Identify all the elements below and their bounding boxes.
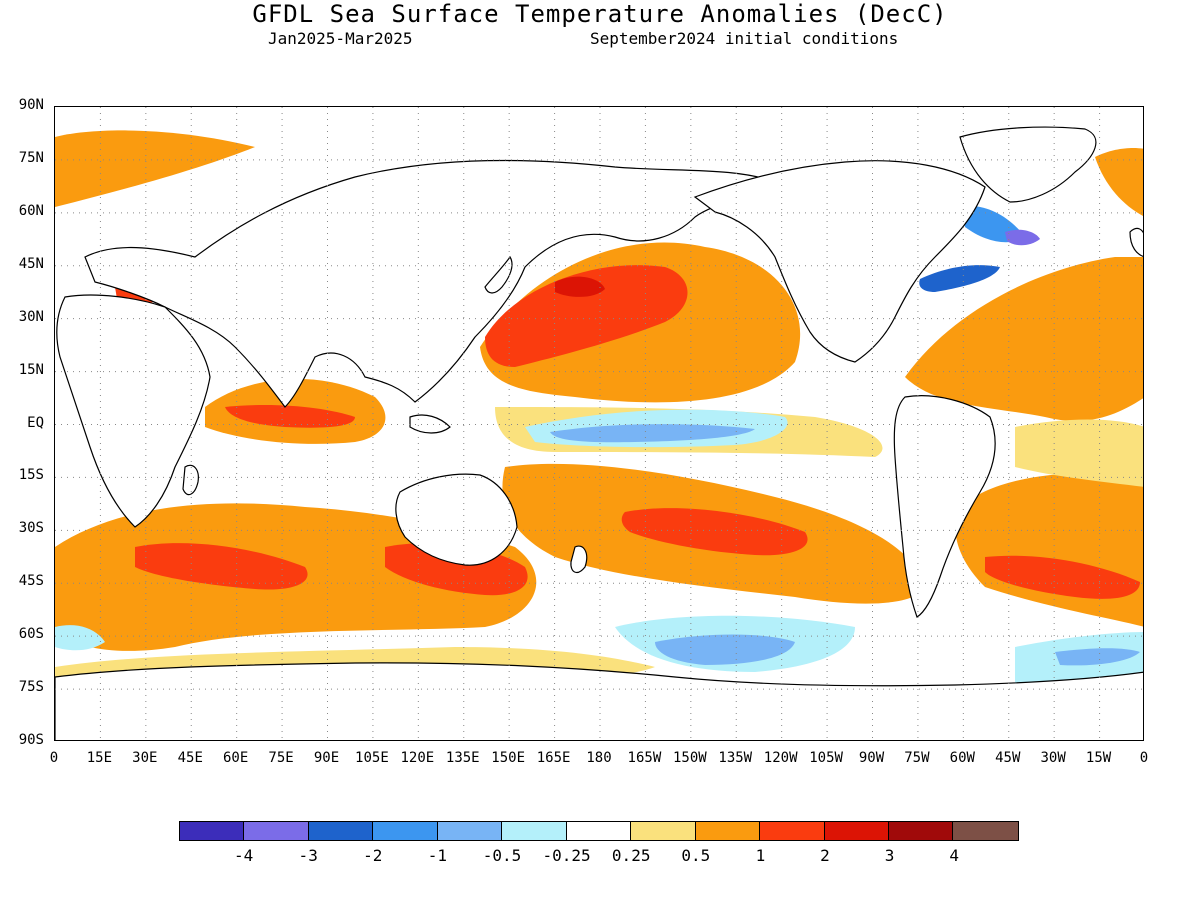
field-south-indian-polar-cool	[55, 625, 105, 651]
colorbar-tick-label: 0.5	[681, 846, 711, 865]
colorbar-swatch	[308, 822, 374, 840]
lon-tick-label: 105W	[809, 750, 843, 766]
lon-tick-label: 180	[586, 750, 612, 766]
africa-land	[56, 294, 211, 528]
colorbar-swatch	[566, 822, 632, 840]
colorbar-swatch	[244, 822, 309, 840]
continents	[55, 126, 1143, 740]
colorbar-tick-label: 1	[755, 846, 766, 865]
lat-tick-label: 45S	[18, 573, 44, 590]
lon-tick-label: 30E	[132, 750, 158, 766]
field-kuroshio-core	[555, 276, 605, 297]
colorbar-tick-label: -3	[298, 846, 318, 865]
lon-tick-label: 75W	[904, 750, 930, 766]
lat-tick-label: 60N	[18, 202, 44, 219]
greenland-land	[959, 126, 1097, 203]
lat-tick-label: 30S	[18, 520, 44, 537]
north-america-land	[693, 160, 986, 363]
forecast-period: Jan2025-Mar2025	[268, 29, 413, 48]
antarctica-land	[55, 662, 1143, 740]
lon-tick-label: 90W	[858, 750, 885, 766]
colorbar-tick-label: -0.5	[482, 846, 522, 865]
colorbar	[179, 821, 1019, 841]
lat-tick-label: EQ	[27, 414, 44, 431]
field-south-atlantic-warm	[955, 473, 1143, 627]
field-arctic-warm	[55, 130, 255, 207]
lon-tick-label: 60W	[949, 750, 975, 766]
sst-anomaly-map	[54, 106, 1144, 741]
eurasia-land	[84, 159, 777, 408]
lon-tick-label: 165E	[536, 750, 571, 766]
lat-tick-label: 90N	[18, 97, 44, 113]
field-north-atlantic-warm	[905, 257, 1143, 421]
lon-tick-label: 30W	[1040, 750, 1066, 766]
field-south-pacific-strong	[621, 508, 808, 556]
lon-tick-label: 75E	[268, 750, 294, 766]
new-zealand-land	[570, 545, 588, 574]
colorbar-tick-label: -2	[363, 846, 383, 865]
colorbar-swatch	[760, 822, 825, 840]
field-gulf-stream-cool	[919, 265, 1000, 292]
lon-tick-label: 15W	[1085, 750, 1112, 766]
field-subpolar-gyre-cool	[1005, 229, 1040, 246]
lat-tick-label: 45N	[18, 255, 44, 272]
lon-tick-label: 135W	[718, 750, 753, 766]
lon-tick-label: 15E	[86, 750, 113, 766]
colorbar-tick-label: 2	[820, 846, 830, 865]
lon-tick-label: 150W	[672, 750, 707, 766]
lon-tick-label: 0	[1139, 750, 1149, 766]
field-arctic-warm-east	[1095, 148, 1143, 216]
colorbar-swatch	[502, 822, 567, 840]
lat-tick-label: 60S	[18, 626, 44, 643]
lon-tick-label: 60E	[223, 750, 249, 766]
indonesia-land	[409, 414, 451, 434]
colorbar-swatch	[373, 822, 438, 840]
lon-tick-label: 120E	[400, 750, 435, 766]
south-america-land	[893, 395, 996, 618]
colorbar-swatch	[953, 822, 1018, 840]
field-equatorial-pacific-cooler	[550, 424, 755, 443]
colorbar-swatch	[888, 822, 954, 840]
field-west-atlantic-mild	[1015, 419, 1143, 487]
field-indian-south-strong	[135, 543, 308, 590]
colorbar-swatch	[695, 822, 761, 840]
colorbar-swatch	[437, 822, 503, 840]
field-south-atlantic-polar-cooler	[1055, 648, 1140, 666]
lon-tick-label: 135E	[445, 750, 480, 766]
lon-tick-label: 105E	[355, 750, 389, 766]
field-southern-ocean-cooler	[655, 634, 795, 665]
chart-title: GFDL Sea Surface Temperature Anomalies (…	[252, 0, 948, 28]
uk-land	[1129, 227, 1143, 257]
colorbar-tick-label: 4	[949, 846, 960, 865]
colorbar-swatch	[824, 822, 889, 840]
lon-tick-label: 120W	[763, 750, 798, 766]
australia-land	[395, 473, 518, 566]
lon-tick-label: 45W	[995, 750, 1021, 766]
madagascar-land	[182, 464, 199, 496]
lat-tick-label: 15S	[18, 467, 44, 484]
colorbar-swatch	[180, 822, 245, 840]
lat-tick-label: 75S	[18, 679, 44, 696]
colorbar-tick-label: 0.25	[611, 846, 651, 865]
lon-tick-label: 165W	[627, 750, 662, 766]
field-kuroshio-extension-strong	[485, 265, 688, 367]
lat-tick-label: 15N	[18, 361, 44, 378]
lat-tick-label: 30N	[18, 308, 44, 325]
lat-tick-label: 90S	[18, 732, 44, 748]
map-canvas	[55, 107, 1143, 740]
lon-tick-label: 45E	[177, 750, 203, 766]
field-south-atlantic-strong	[985, 555, 1140, 599]
field-indian-eq-strong	[225, 405, 355, 428]
lon-tick-label: 0	[49, 750, 59, 766]
lon-tick-label: 90E	[313, 750, 340, 766]
lon-tick-label: 150E	[491, 750, 526, 766]
colorbar-tick-label: -1	[427, 846, 448, 865]
lat-tick-label: 75N	[18, 149, 44, 166]
initial-conditions: September2024 initial conditions	[590, 29, 899, 48]
colorbar-tick-label: -0.25	[542, 846, 591, 865]
colorbar-tick-label: -4	[233, 846, 254, 865]
colorbar-tick-label: 3	[884, 846, 895, 865]
colorbar-swatch	[631, 822, 696, 840]
